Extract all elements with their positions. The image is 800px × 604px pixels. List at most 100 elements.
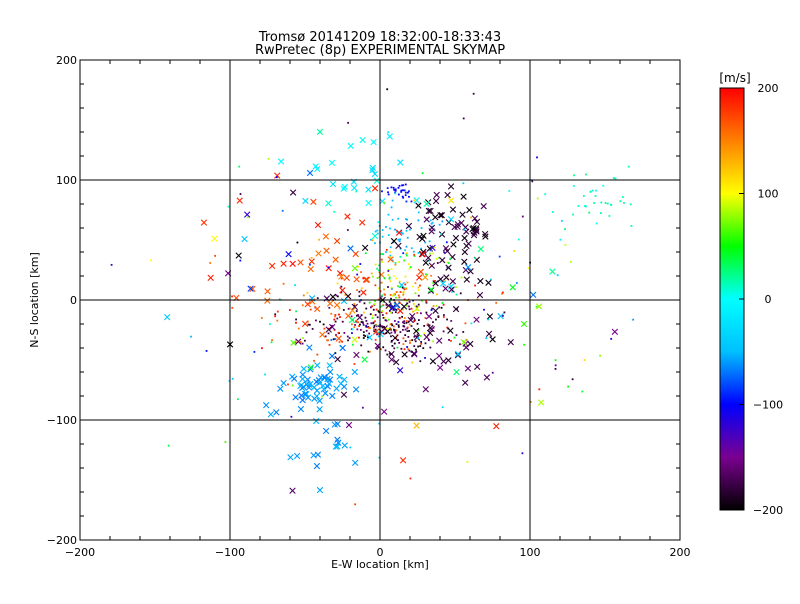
data-point-dot	[402, 252, 405, 255]
data-point-x	[369, 167, 376, 174]
data-point-dot	[231, 295, 233, 298]
data-point-dot	[390, 287, 393, 290]
data-point-dot	[425, 301, 428, 304]
data-point-dot	[379, 290, 382, 293]
data-point-dot	[371, 305, 373, 308]
data-point-x	[432, 214, 439, 221]
data-point-dot	[390, 335, 392, 338]
data-point-dot	[397, 186, 400, 189]
data-point-x	[347, 142, 354, 150]
data-point-dot	[313, 359, 315, 362]
data-point-x	[319, 331, 326, 338]
data-point-dot	[364, 335, 367, 337]
y-tick-label: −100	[47, 414, 77, 427]
data-point-dot	[381, 261, 384, 263]
data-point-dot	[295, 318, 297, 321]
data-point-x	[289, 260, 296, 268]
data-point-x	[530, 291, 537, 299]
data-point-dot	[357, 314, 360, 316]
data-point-dot	[380, 258, 383, 261]
data-point-dot	[485, 337, 488, 340]
data-point-x	[324, 375, 331, 383]
data-point-dot	[400, 347, 403, 350]
data-point-dot	[402, 325, 405, 327]
data-point-dot	[387, 213, 390, 216]
grid-lines	[80, 60, 680, 540]
data-point-dot	[378, 422, 381, 425]
data-point-dot	[402, 184, 405, 187]
data-point-dot	[389, 246, 392, 249]
data-point-dot	[432, 281, 435, 284]
data-point-x	[298, 392, 305, 399]
data-point-dot	[387, 274, 390, 276]
data-point-x	[423, 333, 430, 341]
data-point-x	[314, 305, 321, 313]
data-point-dot	[403, 259, 406, 262]
data-point-dot	[369, 238, 372, 241]
data-point-dot	[381, 310, 384, 313]
data-point-x	[308, 258, 315, 265]
data-point-dot	[623, 201, 625, 204]
data-point-dot	[521, 452, 524, 455]
colorbar-label: [m/s]	[719, 71, 750, 85]
data-point-x	[385, 302, 392, 309]
data-point-dot	[356, 328, 359, 331]
data-point-x	[535, 303, 543, 310]
data-point-dot	[417, 219, 420, 222]
data-point-x	[287, 454, 294, 461]
data-point-x	[409, 312, 416, 320]
data-point-dot	[582, 194, 585, 197]
data-point-dot	[373, 324, 376, 327]
data-point-dot	[606, 202, 609, 205]
data-point-dot	[374, 328, 377, 331]
data-point-dot	[334, 314, 337, 316]
data-point-x	[340, 391, 348, 398]
data-point-x	[351, 303, 358, 311]
data-point-x	[316, 128, 324, 135]
data-point-dot	[377, 346, 380, 349]
data-point-dot	[404, 194, 407, 197]
data-point-dot	[339, 316, 341, 318]
data-point-dot	[402, 189, 404, 192]
data-point-dot	[445, 241, 448, 244]
data-point-dot	[413, 199, 415, 202]
data-point-x	[428, 262, 436, 269]
data-point-x	[291, 375, 298, 382]
data-point-dot	[335, 294, 338, 297]
data-point-dot	[554, 368, 557, 370]
data-point-x	[445, 264, 452, 271]
data-point-dot	[311, 328, 314, 330]
data-point-x	[463, 242, 470, 250]
data-point-x	[448, 286, 455, 293]
data-point-x	[297, 405, 305, 413]
data-point-dot	[297, 327, 300, 330]
data-point-x	[305, 384, 313, 391]
data-point-dot	[442, 303, 445, 306]
data-point-x	[361, 244, 369, 251]
data-point-dot	[572, 185, 575, 187]
data-point-x	[322, 427, 330, 435]
data-point-dot	[373, 303, 376, 306]
data-point-x	[507, 338, 514, 346]
data-point-dot	[214, 254, 216, 257]
data-point-x	[207, 274, 214, 282]
data-point-dot	[437, 316, 440, 318]
data-point-dot	[432, 252, 435, 255]
data-point-x	[372, 328, 380, 335]
data-point-dot	[413, 255, 416, 257]
data-point-x	[395, 229, 403, 236]
data-point-dot	[442, 316, 445, 318]
data-point-dot	[399, 331, 402, 333]
data-point-dot	[367, 350, 370, 353]
data-point-dot	[410, 307, 413, 310]
data-point-dot	[390, 311, 392, 314]
data-point-dot	[413, 345, 416, 348]
data-point-x	[360, 289, 367, 296]
data-point-dot	[378, 264, 381, 267]
data-point-x	[423, 200, 430, 208]
data-point-dot	[422, 347, 425, 350]
data-point-x	[268, 262, 276, 270]
data-point-dot	[362, 331, 365, 334]
data-point-x	[289, 189, 297, 196]
